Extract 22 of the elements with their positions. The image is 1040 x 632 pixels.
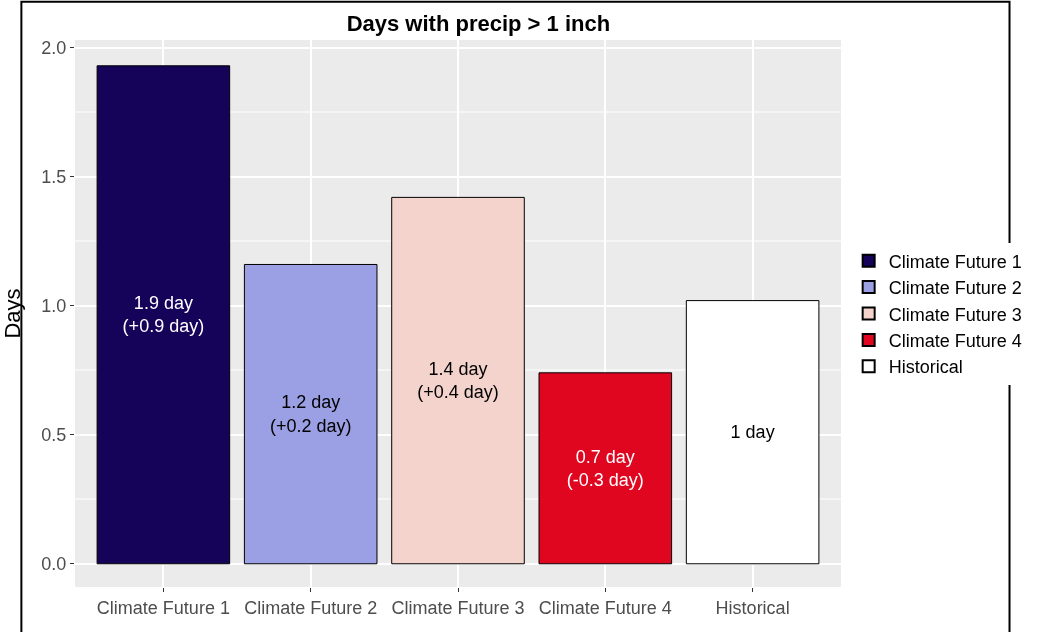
legend-label: Climate Future 1 (888, 251, 1022, 272)
legend-label: Climate Future 2 (888, 278, 1022, 299)
y-tick-label: 0.5 (41, 425, 67, 446)
x-tick-label: Climate Future 3 (391, 597, 525, 618)
legend-label: Climate Future 3 (888, 304, 1022, 325)
x-tick-label: Climate Future 1 (96, 597, 230, 618)
legend-label: Historical (888, 357, 963, 378)
data-label: 1.9 day (+0.9 day) (122, 293, 205, 337)
x-tick-label: Climate Future 4 (538, 597, 672, 618)
data-label: 1.4 day (+0.4 day) (417, 358, 499, 403)
x-tick-label: Historical (715, 597, 790, 618)
data-label: 1 day (730, 422, 775, 443)
y-tick-label: 0.0 (41, 554, 67, 575)
legend-label: Climate Future 4 (888, 330, 1022, 351)
chart-title: Days with precip > 1 inch (346, 11, 611, 37)
y-axis-title: Days (0, 288, 25, 339)
data-label: 1.2 day (+0.2 day) (269, 392, 352, 436)
y-tick-label: 1.5 (41, 167, 67, 188)
y-tick-label: 1.0 (41, 296, 67, 317)
data-label: 0.7 day (-0.3 day) (566, 446, 644, 491)
y-tick-label: 2.0 (41, 38, 67, 59)
x-tick-label: Climate Future 2 (244, 597, 378, 618)
